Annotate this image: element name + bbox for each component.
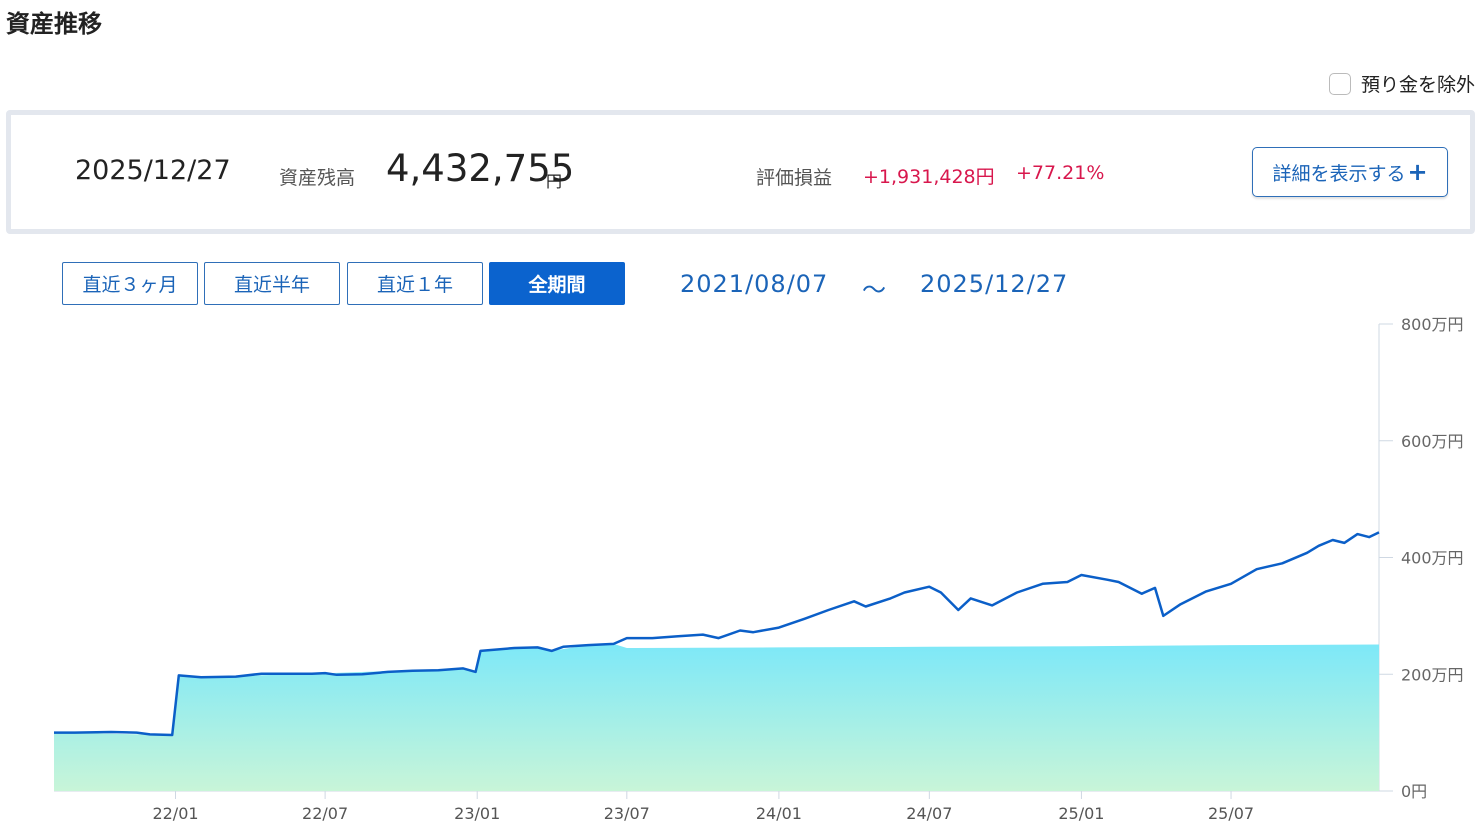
y-tick-label: 800万円 (1401, 315, 1464, 334)
pl-amount: +1,931,428円 (863, 166, 995, 188)
pl-label: 評価損益 (756, 167, 833, 189)
summary-panel: 2025/12/27 資産残高 4,432,755 円 評価損益 +1,931,… (6, 110, 1475, 234)
y-tick-label: 400万円 (1401, 549, 1464, 568)
period-button-0[interactable]: 直近３ヶ月 (62, 262, 198, 305)
x-tick-label: 25/07 (1208, 804, 1254, 823)
x-tick-label: 24/01 (756, 804, 802, 823)
x-tick-label: 22/07 (302, 804, 348, 823)
period-button-1[interactable]: 直近半年 (204, 262, 340, 305)
x-tick-label: 25/01 (1058, 804, 1104, 823)
exclude-deposit-label: 預り金を除外 (1360, 74, 1475, 96)
balance-unit: 円 (546, 172, 563, 191)
x-tick-label: 23/01 (454, 804, 500, 823)
range-start: 2021/08/07 (680, 270, 829, 298)
show-details-button[interactable]: 詳細を表示する + (1252, 147, 1448, 197)
y-tick-label: 200万円 (1401, 665, 1464, 684)
summary-date: 2025/12/27 (75, 155, 231, 186)
principal-area (54, 643, 1379, 791)
pl-percent: +77.21% (1016, 162, 1105, 184)
balance-value: 4,432,755 (386, 147, 575, 190)
exclude-deposit-toggle[interactable]: 預り金を除外 (1328, 70, 1475, 97)
asset-chart: 0円 200万円 400万円 600万円 800万円 22/01 22/07 23/01 23/… (54, 315, 1464, 823)
x-tick-label: 22/01 (152, 804, 198, 823)
show-details-label: 詳細を表示する (1272, 162, 1406, 185)
x-tick-label: 23/07 (604, 804, 650, 823)
balance-label: 資産残高 (279, 167, 356, 189)
page-title: 資産推移 (6, 10, 102, 38)
range-separator: ～ (862, 276, 887, 304)
plus-icon: + (1407, 158, 1428, 186)
period-button-3[interactable]: 全期間 (489, 262, 625, 305)
exclude-deposit-checkbox[interactable] (1328, 72, 1351, 95)
x-tick-label: 24/07 (906, 804, 952, 823)
range-end: 2025/12/27 (920, 270, 1069, 298)
period-button-2[interactable]: 直近１年 (347, 262, 483, 305)
y-tick-label: 600万円 (1401, 432, 1464, 451)
balance-line (54, 531, 1380, 737)
y-tick-label: 0円 (1401, 782, 1427, 801)
